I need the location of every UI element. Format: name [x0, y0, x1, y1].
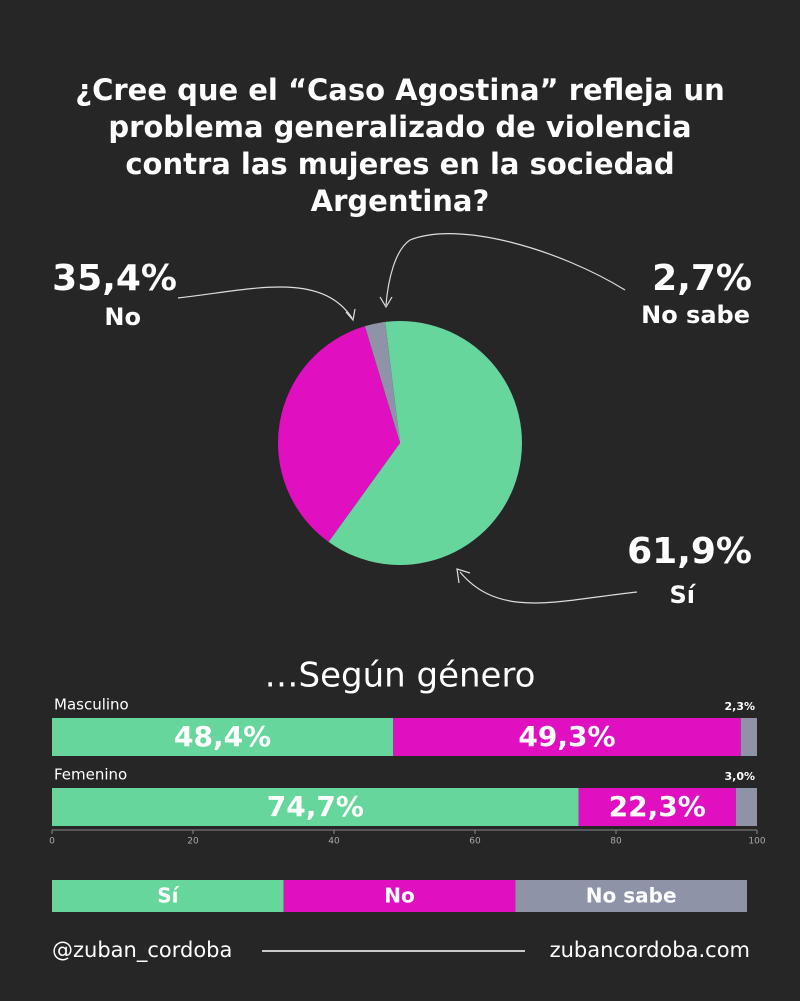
- x-tick-label: 100: [748, 837, 765, 847]
- bar-segment: [740, 718, 757, 756]
- value-label: 2,7%: [652, 258, 752, 299]
- pie-slice: [277, 326, 400, 542]
- value-label: 49,3%: [518, 720, 615, 753]
- category-label: No: [104, 303, 141, 331]
- section-title: …Según género: [265, 656, 536, 696]
- legend-swatch: [515, 880, 747, 912]
- x-tick-label: 20: [187, 837, 199, 847]
- value-label: 2,3%: [724, 700, 755, 713]
- bar-segment: [52, 718, 394, 756]
- x-tick-label: 80: [610, 837, 622, 847]
- category-label: Masculino: [54, 696, 129, 714]
- legend-swatch: [52, 880, 284, 912]
- category-label: Sí: [669, 581, 696, 609]
- value-label: 35,4%: [52, 258, 177, 299]
- bar-segment: [52, 788, 579, 826]
- category-label: No sabe: [641, 301, 750, 329]
- legend-label: Sí: [157, 884, 179, 908]
- pie-slice: [328, 321, 522, 565]
- legend-swatch: [283, 880, 516, 912]
- footer-handle: @zuban_cordoba: [52, 938, 232, 963]
- footer-website: zubancordoba.com: [550, 938, 750, 962]
- bar-segment: [578, 788, 736, 826]
- bar-segment: [393, 718, 741, 756]
- annotation-arrows: [177, 233, 638, 604]
- legend-label: No: [384, 884, 414, 908]
- value-label: 48,4%: [174, 720, 271, 753]
- x-tick-label: 40: [328, 837, 340, 847]
- value-label: 22,3%: [609, 790, 706, 823]
- category-label: Femenino: [54, 766, 127, 784]
- x-tick-label: 0: [49, 837, 55, 847]
- bar-segment: [735, 788, 757, 826]
- value-label: 3,0%: [724, 770, 755, 783]
- legend-label: No sabe: [586, 884, 677, 908]
- pie-slice: [364, 321, 400, 443]
- x-tick-label: 60: [469, 837, 481, 847]
- value-label: 74,7%: [267, 790, 364, 823]
- value-label: 61,9%: [627, 531, 752, 572]
- chart-title: ¿Cree que el “Caso Agostina” refleja un …: [75, 73, 725, 218]
